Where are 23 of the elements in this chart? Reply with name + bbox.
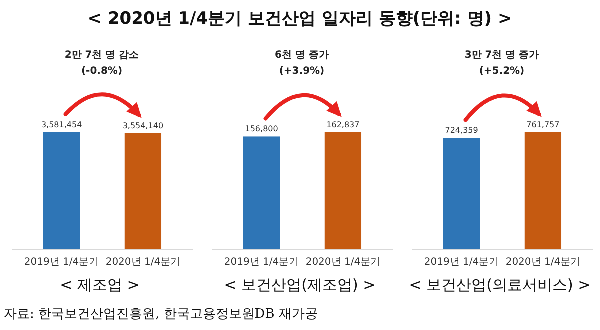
x-axis-title: < 제조업 > [60,276,140,294]
text: (+3.9%) [279,66,325,77]
text: 3만 7천 명 증가 [464,50,540,61]
x-tick-label: 2019년 1/4분기 [424,257,500,268]
text: 자료: 한국보건산업진흥원, 한국고용정보원DB 재가공 [4,307,318,322]
data-label: 156,800 [245,124,278,134]
x-axis-title: < 보건산업(제조업) > [224,276,376,294]
x-tick-label: 2019년 1/4분기 [24,257,100,268]
x-axis-title: < 보건산업(의료서비스) > [409,276,591,294]
text: 2만 7천 명 감소 [64,50,140,61]
data-label: 3,554,140 [122,121,164,130]
data-label: 162,837 [326,120,360,130]
text: (+5.2%) [479,66,525,77]
data-label: 3,581,454 [41,120,82,130]
text: 6천 명 증가 [275,50,329,61]
text: < 2020년 1/4분기 보건산업 일자리 동향(단위: 명) > [88,9,512,29]
x-tick-label: 2020년 1/4분기 [106,257,181,268]
x-tick-label: 2020년 1/4분기 [306,257,381,268]
data-label: 724,359 [445,126,478,136]
x-tick-label: 2020년 1/4분기 [506,257,581,268]
x-tick-label: 2019년 1/4분기 [224,257,300,268]
data-label: 761,757 [526,120,560,130]
text: (-0.8%) [81,66,123,77]
